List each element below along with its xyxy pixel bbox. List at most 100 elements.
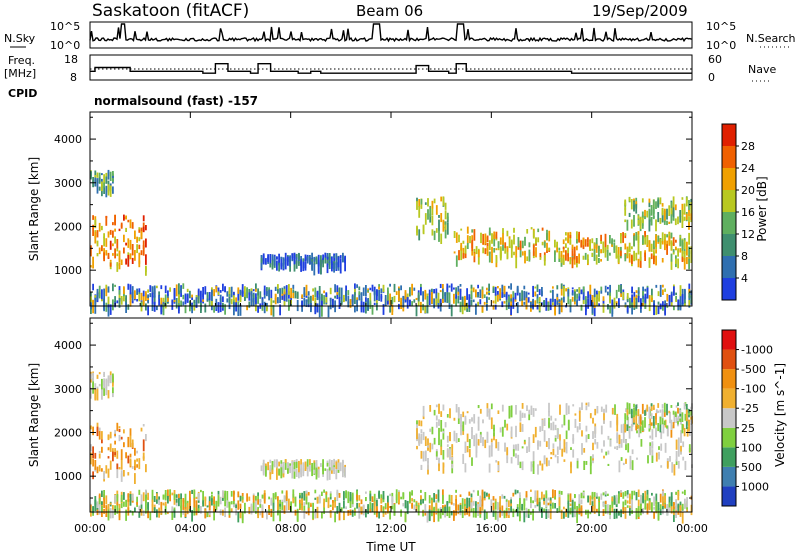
data-cell-197	[311, 469, 313, 477]
data-cell-598	[644, 231, 646, 239]
data-cell-750	[666, 208, 668, 220]
data-cell-1039	[268, 505, 270, 508]
data-cell-893	[158, 295, 160, 299]
data-cell-1479	[554, 496, 556, 500]
data-cell-1603	[635, 298, 638, 309]
data-cell-1030	[246, 305, 248, 311]
data-cell-1564	[611, 497, 614, 502]
data-cell-671	[683, 238, 686, 241]
data-cell-545	[603, 455, 605, 459]
data-cell-1557	[602, 303, 605, 313]
data-cell-51	[118, 250, 121, 260]
data-cell-1004	[228, 300, 231, 310]
data-cell-100	[90, 172, 92, 180]
data-cell-1356	[472, 500, 475, 506]
data-cell-1518	[580, 499, 583, 505]
data-cell-1115	[318, 494, 321, 504]
data-cell-539	[600, 406, 603, 412]
data-cell-1416	[512, 492, 515, 497]
data-cell-530	[595, 257, 598, 260]
data-cell-299	[429, 205, 432, 217]
data-cell-1244	[389, 293, 391, 305]
data-cell-67	[127, 238, 130, 248]
data-cell-636	[666, 234, 668, 238]
data-cell-1075	[294, 496, 297, 507]
data-cell-1273	[420, 489, 422, 493]
data-cell-529	[592, 458, 594, 461]
data-cell-1580	[622, 501, 625, 513]
data-cell-600	[647, 455, 649, 464]
data-cell-864	[156, 493, 158, 500]
data-cell-883	[169, 494, 171, 502]
data-cell-585	[631, 460, 634, 471]
data-cell-402	[506, 248, 509, 260]
data-cell-1096	[285, 292, 288, 302]
data-cell-50	[120, 436, 123, 440]
data-cell-635	[675, 439, 678, 450]
data-cell-484	[563, 459, 566, 462]
data-cell-771	[96, 501, 99, 508]
data-cell-1171	[356, 494, 358, 500]
data-cell-1589	[626, 500, 629, 504]
data-cell-960	[215, 500, 218, 511]
data-cell-1349	[468, 500, 471, 508]
power-data	[90, 169, 693, 318]
data-cell-1484	[556, 297, 559, 301]
data-cell-526	[589, 413, 592, 419]
data-cell-1435	[525, 497, 528, 501]
data-cell-576	[628, 245, 631, 252]
data-cell-1243	[400, 509, 402, 517]
data-cell-379	[495, 460, 498, 463]
data-cell-49	[120, 459, 123, 470]
data-cell-1007	[246, 493, 248, 502]
data-cell-475	[562, 258, 565, 265]
data-cell-1418	[514, 489, 517, 495]
data-cell-1011	[233, 305, 235, 316]
data-cell-1018	[237, 287, 240, 294]
data-cell-103	[94, 170, 97, 177]
data-cell-999	[239, 503, 242, 509]
data-cell-1588	[626, 305, 629, 313]
data-cell-1662	[675, 299, 677, 302]
data-cell-1130	[310, 303, 312, 313]
data-cell-619	[655, 249, 657, 254]
data-cell-359	[479, 434, 482, 443]
data-cell-1304	[435, 298, 438, 306]
data-cell-322	[457, 417, 460, 424]
data-cell-1390	[494, 511, 497, 515]
data-cell-607	[651, 449, 654, 462]
data-cell-425	[526, 256, 529, 261]
data-cell-1234	[382, 304, 385, 315]
data-cell-1067	[288, 498, 290, 511]
data-cell-249	[326, 256, 329, 260]
nsky-label: N.Sky	[4, 32, 36, 45]
data-cell-1362	[475, 289, 477, 298]
data-cell-866	[158, 507, 160, 518]
data-cell-1661	[673, 502, 675, 510]
data-cell-49	[118, 262, 121, 270]
data-cell-56	[123, 247, 125, 254]
data-cell-1451	[534, 300, 537, 307]
data-cell-302	[446, 444, 449, 447]
data-cell-1142	[338, 493, 341, 498]
data-cell-1026	[241, 290, 244, 296]
data-cell-1340	[464, 507, 466, 515]
data-cell-734	[670, 419, 673, 430]
data-cell-947	[193, 299, 196, 303]
data-cell-630	[671, 462, 674, 473]
data-cell-701	[635, 204, 638, 214]
data-cell-1227	[378, 284, 380, 289]
data-cell-221	[328, 467, 331, 471]
data-cell-976	[211, 289, 213, 301]
data-cell-1272	[420, 499, 422, 504]
data-cell-776	[683, 216, 686, 221]
data-cell-341	[468, 439, 471, 449]
colorbar-swatch-8	[722, 330, 736, 350]
data-cell-423	[524, 250, 526, 255]
data-cell-252	[328, 261, 331, 269]
data-cell-1104	[290, 287, 292, 299]
data-cell-1623	[648, 501, 651, 511]
data-cell-423	[528, 409, 531, 415]
data-cell-641	[670, 259, 673, 270]
data-cell-1588	[626, 490, 629, 495]
